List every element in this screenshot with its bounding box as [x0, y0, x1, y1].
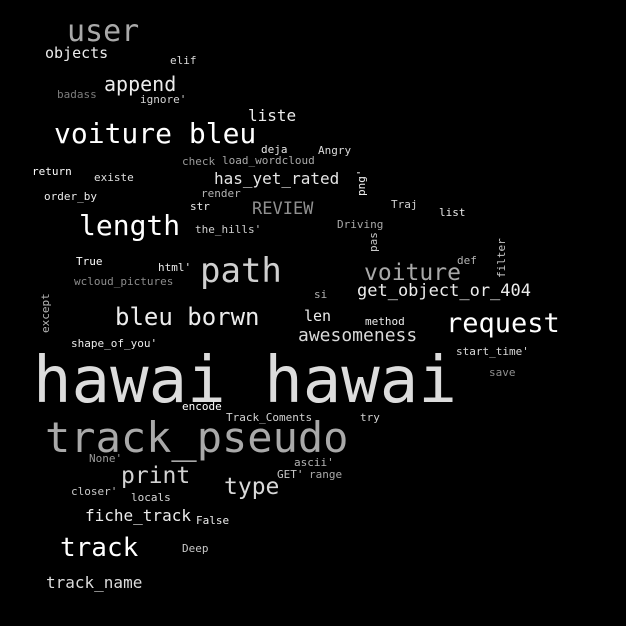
word: encode: [182, 400, 222, 413]
word: check: [182, 155, 216, 168]
word: type: [224, 474, 280, 500]
word: badass: [57, 88, 97, 101]
word: None': [89, 452, 123, 465]
word: track_pseudo: [45, 413, 349, 462]
word: False: [196, 514, 230, 527]
word: method: [365, 315, 405, 328]
word: wcloud_pictures: [74, 275, 174, 288]
word: len: [304, 307, 332, 325]
word: voiture: [364, 260, 461, 286]
word: print: [121, 463, 191, 489]
word: track: [60, 533, 139, 563]
word: awesomeness: [298, 325, 418, 346]
word: start_time': [456, 345, 529, 358]
word: load_wordcloud: [222, 154, 315, 167]
word: shape_of_you': [71, 337, 158, 350]
word: filter: [495, 238, 508, 278]
word: try: [360, 411, 380, 424]
word: get_object_or_404: [357, 281, 531, 301]
word: closer': [71, 485, 118, 498]
word: liste: [248, 106, 297, 125]
word: html': [158, 261, 192, 274]
word: track_name: [46, 573, 143, 592]
word: elif: [170, 54, 197, 67]
word: list: [439, 206, 466, 219]
word: pas: [367, 232, 380, 252]
word: GET': [277, 468, 304, 481]
word: append: [104, 72, 177, 96]
word: existe: [94, 171, 134, 184]
word: deja: [261, 143, 288, 156]
word: render: [201, 187, 241, 200]
word: Angry: [318, 144, 352, 157]
word: True: [76, 255, 103, 268]
word: request: [446, 308, 560, 339]
word: Traj: [391, 198, 418, 211]
word: bleu borwn: [115, 303, 260, 331]
word: order_by: [44, 190, 97, 203]
word: has_yet_rated: [214, 169, 340, 188]
word: voiture bleu: [54, 117, 257, 150]
word: except: [39, 293, 52, 333]
word: Driving: [337, 218, 384, 231]
word: range: [309, 468, 343, 481]
word: save: [489, 366, 516, 379]
word: length: [79, 209, 181, 242]
word: hawai hawai: [33, 344, 457, 418]
word: objects: [45, 44, 109, 62]
word: fiche_track: [85, 506, 191, 525]
word: locals: [131, 491, 171, 504]
word: def: [457, 254, 477, 267]
word: the_hills': [195, 223, 262, 236]
word: si: [314, 288, 328, 301]
word: return: [32, 165, 72, 178]
word: ascii': [294, 456, 334, 469]
word: user: [67, 14, 140, 49]
word: png': [355, 169, 368, 197]
word: Deep: [182, 542, 209, 555]
word: str: [190, 200, 210, 213]
word: path: [200, 251, 282, 291]
word: ignore': [140, 93, 187, 106]
word: REVIEW: [252, 199, 314, 219]
word: Track_Coments: [226, 411, 313, 424]
